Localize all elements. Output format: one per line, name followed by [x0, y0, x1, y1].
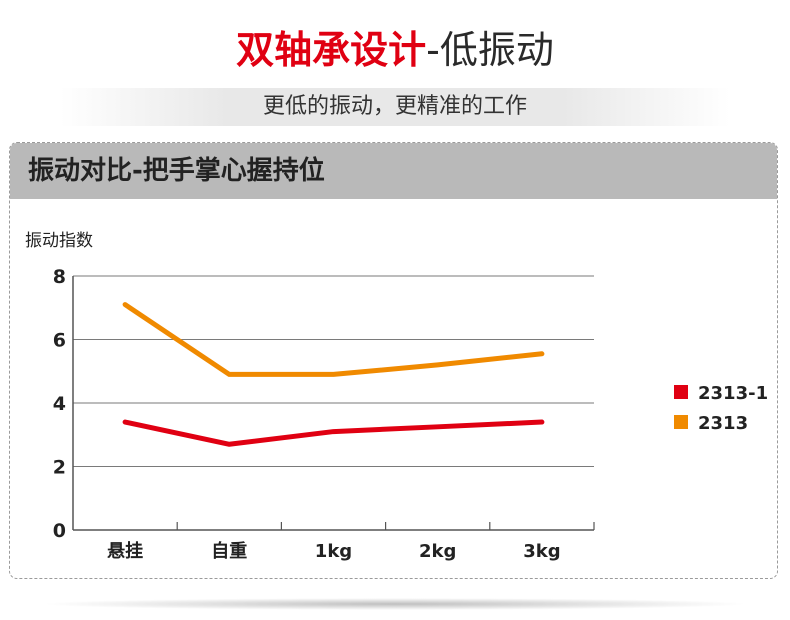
chart-panel: 振动对比-把手掌心握持位 [9, 142, 778, 579]
y-tick-label: 0 [53, 520, 66, 542]
legend-swatch [674, 385, 688, 399]
y-axis-label: 振动指数 [25, 231, 93, 251]
x-tick-label: 1kg [315, 541, 352, 562]
bottom-shadow [40, 598, 750, 610]
x-tick-label: 悬挂 [106, 540, 143, 562]
headline-dark: -低振动 [426, 28, 554, 72]
y-tick-label: 8 [53, 266, 66, 288]
legend-label: 2313-1 [698, 383, 768, 404]
y-tick-label: 6 [53, 330, 66, 352]
x-tick-label: 自重 [211, 540, 247, 562]
subtitle-band [60, 88, 730, 126]
panel-title: 振动对比-把手掌心握持位 [28, 156, 325, 186]
subtitle: 更低的振动，更精准的工作 [262, 94, 527, 119]
y-tick-label: 2 [53, 457, 66, 479]
y-tick-label: 4 [53, 393, 66, 415]
headline: 双轴承设计-低振动 [0, 26, 790, 74]
series-line-2313-1 [122, 419, 545, 447]
panel-header: 振动对比-把手掌心握持位 [10, 143, 777, 199]
x-tick-label: 2kg [419, 541, 456, 562]
headline-red: 双轴承设计 [236, 28, 427, 72]
x-tick-label: 3kg [523, 541, 560, 562]
series-line-2313 [122, 302, 545, 377]
legend-swatch [674, 415, 688, 429]
legend-label: 2313 [698, 413, 748, 434]
